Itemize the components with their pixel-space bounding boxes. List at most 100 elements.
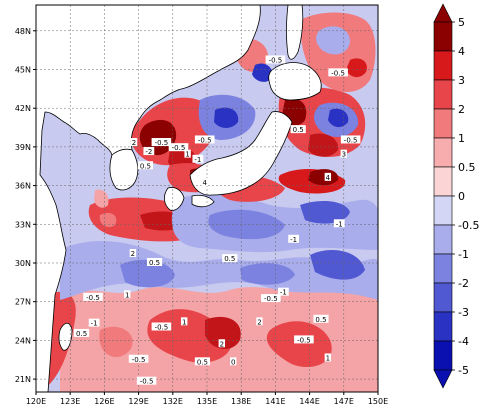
colorbar-label: -4 — [458, 335, 469, 348]
contour-label-bg — [151, 138, 172, 147]
contour-label-bg — [294, 335, 314, 344]
lon-tick-label: 132E — [163, 397, 183, 406]
contour-label-bg — [83, 292, 103, 301]
contour-label: -0.5 — [132, 356, 146, 364]
lat-tick-label: 48N — [15, 27, 31, 36]
gridlines — [36, 5, 378, 392]
contour-label: 0.5 — [315, 316, 326, 324]
contour-label: -1 — [280, 289, 287, 297]
lat-tick-label: 33N — [15, 220, 31, 229]
contour-label: -1 — [290, 236, 297, 244]
lat-tick-label: 27N — [15, 298, 31, 307]
contour-label-bg — [168, 143, 189, 152]
colorbar-label: 3 — [458, 74, 465, 87]
contour-label-bg — [192, 154, 204, 163]
contour-label-bg — [288, 234, 300, 243]
contour-label-bg — [124, 290, 131, 299]
contour-label-bg — [146, 258, 163, 266]
contour-label: -0.5 — [297, 336, 311, 344]
colorbar-label: 1 — [458, 132, 465, 145]
contour-label: -2 — [145, 148, 152, 156]
longitude-axis: 120E 123E 126E 129E 132E 135E 138E 141E 144E 147E… — [26, 392, 388, 406]
contour-label: 0.5 — [76, 330, 87, 338]
contour-label: 1 — [125, 291, 129, 299]
contour-label-bg — [261, 294, 281, 303]
lon-tick-label: 147E — [334, 397, 354, 406]
lon-tick-label: 138E — [231, 397, 251, 406]
colorbar-label: 5 — [458, 16, 465, 29]
colorbar-segment — [433, 195, 453, 226]
contour-label-bg — [324, 172, 332, 181]
contour-label-bg — [151, 322, 172, 331]
lon-tick-label: 129E — [128, 397, 148, 406]
lat-tick-label: 24N — [15, 336, 31, 345]
contour-label-bg — [230, 357, 237, 366]
contour-label: 2 — [220, 340, 224, 348]
contour-label-bg — [143, 147, 155, 156]
lat-tick-label: 30N — [15, 259, 31, 268]
colorbar-label: -3 — [458, 306, 469, 319]
colorbar-label: -5 — [458, 364, 469, 377]
contour-label: -0.5 — [140, 378, 154, 386]
contour-label-bg — [74, 328, 90, 337]
contour-label: -1 — [336, 220, 343, 228]
colorbar-label: 4 — [458, 45, 465, 58]
contour-labels: -0.52-20.5-0.5-0.51-14-0.5-0.50.5-0.534-… — [74, 55, 361, 386]
contour-label: 3 — [342, 151, 346, 159]
lon-tick-label: 144E — [299, 397, 319, 406]
contour-label: 0.5 — [293, 126, 304, 134]
colorbar-segment — [433, 282, 453, 313]
contour-label-bg — [128, 354, 149, 363]
colorbar-segment — [433, 166, 453, 197]
contour-label-bg — [181, 317, 188, 326]
contour-label: 1 — [182, 318, 186, 326]
contour-label-bg — [277, 287, 289, 296]
contour-label: -0.5 — [155, 139, 169, 147]
contour-label: 0.5 — [224, 255, 235, 263]
colorbar-segment — [433, 79, 453, 110]
sakhalin — [286, 5, 304, 60]
colorbar-segment — [433, 137, 453, 168]
contour-label: 4 — [202, 179, 207, 187]
contour-label-bg — [328, 68, 348, 77]
contour-label: -0.5 — [172, 144, 186, 152]
contour-label: -0.5 — [264, 295, 278, 303]
contour-label: -0.5 — [331, 69, 345, 77]
contour-label: -1 — [194, 156, 201, 164]
contour-label-bg — [265, 55, 286, 64]
contour-label: 2 — [132, 139, 136, 147]
lat-tick-label: 39N — [15, 143, 31, 152]
colorbar-top-arrow — [433, 3, 453, 23]
hokkaido — [268, 62, 322, 101]
korean-peninsula — [109, 148, 139, 191]
shikoku — [191, 194, 215, 208]
contour-label: 0.5 — [149, 259, 160, 267]
contour-label-bg — [222, 254, 238, 263]
lon-tick-label: 150E — [368, 397, 388, 406]
contour-label-bg — [256, 317, 263, 326]
lat-tick-label: 45N — [15, 66, 31, 75]
contour-label-bg — [88, 318, 100, 327]
contour-label-bg — [184, 149, 191, 158]
contour-label-bg — [130, 138, 138, 147]
contour-label: -0.5 — [86, 294, 100, 302]
colorbar-segment — [433, 224, 453, 255]
colorbar-label: 0.5 — [458, 161, 476, 174]
contour-label: 4 — [326, 174, 331, 182]
colorbar: 5 4 3 2 1 0.5 0 -0.5 -1 -2 -3 -4 -5 — [433, 3, 479, 389]
contour-label: -0.5 — [269, 56, 283, 64]
contour-label-bg — [218, 339, 226, 348]
kyushu — [164, 187, 185, 211]
colorbar-label: -1 — [458, 248, 469, 261]
colorbar-segment — [433, 340, 453, 371]
contour-label-bg — [340, 135, 361, 144]
colorbar-label: -2 — [458, 277, 469, 290]
contour-label-bg — [194, 357, 211, 366]
contour-label: -0.5 — [198, 136, 212, 144]
contour-label-bg — [333, 219, 345, 228]
contour-label: 2 — [131, 250, 135, 258]
contour-label: 0.5 — [197, 358, 208, 366]
contour-label-bg — [340, 149, 347, 158]
lon-tick-label: 135E — [197, 397, 217, 406]
contour-label: -0.5 — [155, 324, 169, 332]
